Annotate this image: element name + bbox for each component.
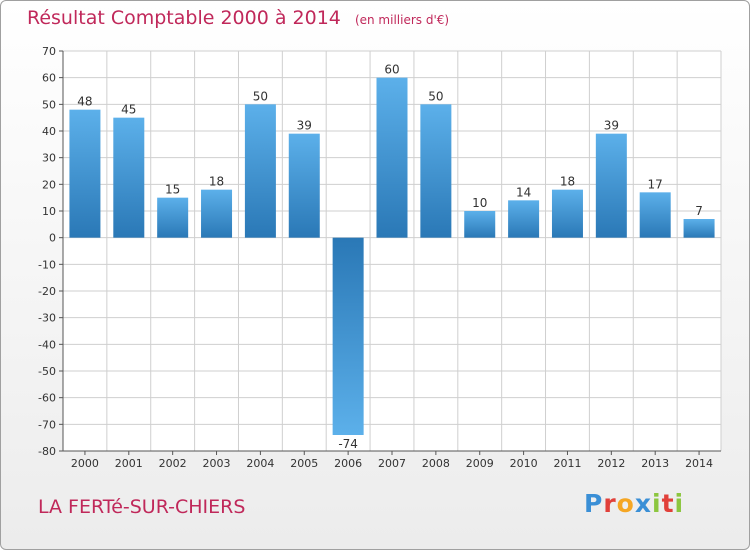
y-tick-label: 10 bbox=[42, 205, 56, 218]
data-label-2006: -74 bbox=[338, 437, 358, 451]
y-tick-label: -20 bbox=[38, 285, 56, 298]
x-tick-label-2011: 2011 bbox=[553, 457, 581, 470]
x-tick-label-2010: 2010 bbox=[510, 457, 538, 470]
y-tick-label: -30 bbox=[38, 312, 56, 325]
bar-2000 bbox=[69, 109, 101, 238]
y-tick-label: 60 bbox=[42, 72, 56, 85]
data-label-2004: 50 bbox=[253, 89, 268, 103]
bar-2010 bbox=[508, 200, 540, 238]
town-name: LA FERTé-SUR-CHIERS bbox=[38, 496, 246, 518]
y-tick-label: -40 bbox=[38, 338, 56, 351]
y-tick-label: 40 bbox=[42, 125, 56, 138]
bar-2007 bbox=[376, 77, 408, 238]
logo-letter: i bbox=[674, 489, 685, 518]
bar-2001 bbox=[113, 117, 145, 238]
bar-2005 bbox=[288, 133, 320, 238]
proxiti-logo: Proxiti bbox=[584, 489, 684, 518]
logo-letter: P bbox=[584, 489, 604, 518]
logo-letter: t bbox=[661, 489, 675, 518]
x-tick-label-2013: 2013 bbox=[641, 457, 669, 470]
bar-layer bbox=[69, 77, 715, 435]
bar-2014 bbox=[683, 219, 715, 238]
x-tick-label-2008: 2008 bbox=[422, 457, 450, 470]
y-tick-label: 0 bbox=[49, 232, 56, 245]
x-tick-label-2005: 2005 bbox=[290, 457, 318, 470]
chart-subtitle: (en milliers d'€) bbox=[354, 13, 450, 27]
x-tick-label-2014: 2014 bbox=[685, 457, 713, 470]
y-tick-label: -60 bbox=[38, 392, 56, 405]
y-tick-label: 20 bbox=[42, 178, 56, 191]
logo-letter: o bbox=[616, 489, 635, 518]
x-tick-label-2007: 2007 bbox=[378, 457, 406, 470]
chart-title-text: Résultat Comptable 2000 à 2014 bbox=[27, 7, 341, 29]
bar-2002 bbox=[157, 197, 189, 238]
data-label-2005: 39 bbox=[297, 119, 312, 133]
data-label-2008: 50 bbox=[428, 89, 443, 103]
x-tick-label-2004: 2004 bbox=[246, 457, 274, 470]
data-label-2011: 18 bbox=[560, 175, 575, 189]
x-tick-label-2003: 2003 bbox=[203, 457, 231, 470]
y-tick-label: 50 bbox=[42, 98, 56, 111]
logo-letter: r bbox=[603, 489, 617, 518]
x-tick-label-2000: 2000 bbox=[71, 457, 99, 470]
bar-2006 bbox=[332, 237, 364, 435]
bar-2012 bbox=[595, 133, 627, 238]
data-label-2014: 7 bbox=[695, 204, 703, 218]
bar-2008 bbox=[420, 104, 452, 238]
y-tick-label: 30 bbox=[42, 152, 56, 165]
y-tick-label: -50 bbox=[38, 365, 56, 378]
data-label-2010: 14 bbox=[516, 185, 531, 199]
x-tick-label-2012: 2012 bbox=[597, 457, 625, 470]
data-label-2007: 60 bbox=[384, 63, 399, 77]
data-label-2013: 17 bbox=[648, 177, 663, 191]
data-label-2000: 48 bbox=[77, 95, 92, 109]
data-label-2012: 39 bbox=[604, 119, 619, 133]
x-tick-label-2002: 2002 bbox=[159, 457, 187, 470]
y-tick-label: -80 bbox=[38, 445, 56, 458]
bar-2003 bbox=[201, 189, 233, 238]
x-tick-label-2001: 2001 bbox=[115, 457, 143, 470]
data-label-2003: 18 bbox=[209, 175, 224, 189]
x-tick-label-2006: 2006 bbox=[334, 457, 362, 470]
y-tick-label: -70 bbox=[38, 418, 56, 431]
y-tick-label: 70 bbox=[42, 45, 56, 58]
data-label-2001: 45 bbox=[121, 103, 136, 117]
data-label-2002: 15 bbox=[165, 183, 180, 197]
bar-2004 bbox=[244, 104, 276, 238]
y-tick-label: -10 bbox=[38, 258, 56, 271]
logo-letter: i bbox=[652, 489, 662, 518]
bar-2011 bbox=[551, 189, 583, 238]
chart-title: Résultat Comptable 2000 à 2014 (en milli… bbox=[27, 7, 449, 29]
bar-2013 bbox=[639, 192, 671, 238]
bar-2009 bbox=[464, 211, 496, 238]
data-label-2009: 10 bbox=[472, 196, 487, 210]
logo-letter: x bbox=[634, 489, 652, 518]
label-layer: 706050403020100-10-20-30-40-50-60-70-804… bbox=[38, 45, 713, 470]
x-tick-label-2009: 2009 bbox=[466, 457, 494, 470]
